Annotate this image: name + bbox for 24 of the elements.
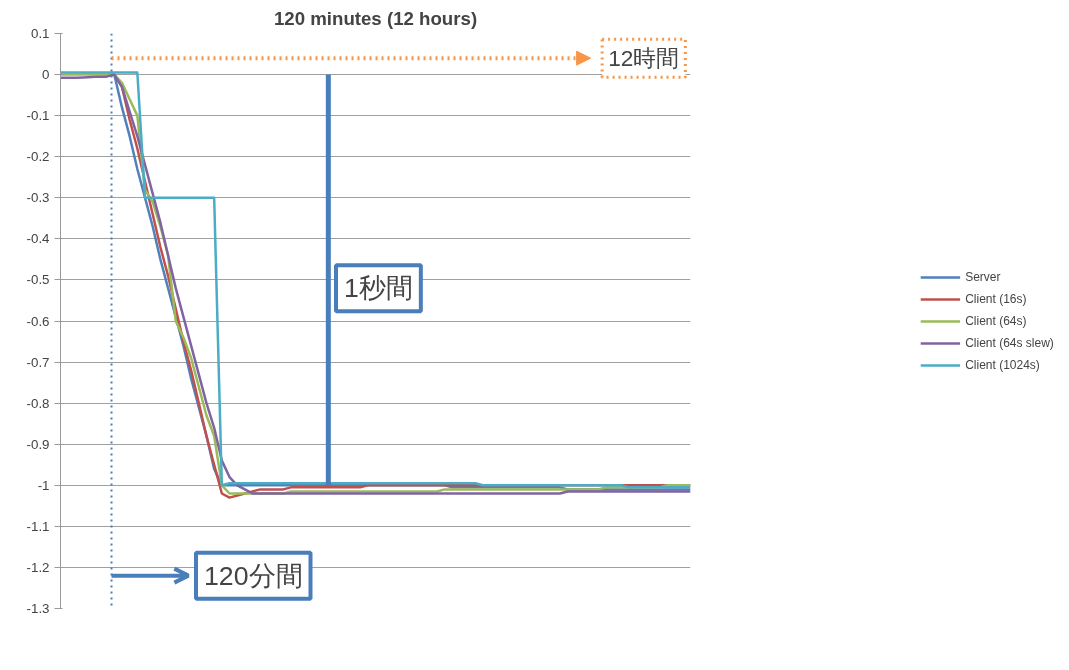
y-tick-label: -0.7 (26, 354, 50, 370)
y-tick-label: -1.1 (26, 518, 50, 534)
legend-label: Client (1024s) (965, 357, 1040, 372)
legend-label: Client (64s slew) (965, 335, 1054, 350)
y-tick-label: -0.9 (26, 436, 50, 452)
annotation: 12時間 (608, 45, 680, 72)
y-tick-label: 0.1 (30, 26, 50, 41)
legend-label: Client (16s) (965, 291, 1027, 306)
y-tick-label: -1.2 (26, 559, 50, 575)
legend-label: Client (64s) (965, 313, 1027, 328)
annotation: 120分間 (204, 560, 303, 591)
y-tick-label: -0.8 (26, 395, 50, 411)
y-tick-label: -0.1 (26, 108, 50, 124)
y-tick-label: -1 (37, 477, 50, 493)
y-tick-label: -0.4 (26, 231, 51, 247)
legend-label: Server (965, 269, 1001, 284)
y-tick-label: -1.3 (26, 601, 50, 616)
y-tick-label: 0 (42, 67, 50, 83)
y-tick-label: -0.5 (26, 272, 50, 288)
annotation: 1秒間 (344, 273, 413, 304)
chart-title: 120 minutes (12 hours) (273, 7, 478, 29)
y-tick-label: -0.3 (26, 190, 50, 206)
y-tick-label: -0.6 (26, 313, 50, 329)
y-tick-label: -0.2 (26, 149, 50, 165)
